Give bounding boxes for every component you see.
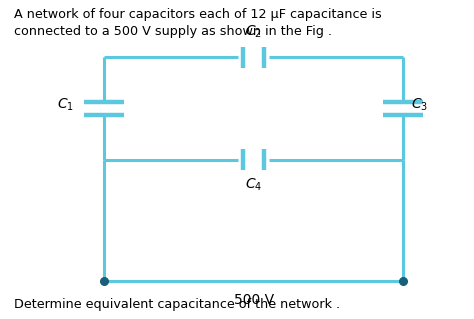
Text: Determine equivalent capacitance of the network .: Determine equivalent capacitance of the … [14,298,340,311]
Text: 500 V: 500 V [234,293,273,308]
Text: $C_2$: $C_2$ [245,24,262,40]
Text: $C_1$: $C_1$ [56,97,73,114]
Text: $C_3$: $C_3$ [411,97,428,114]
Text: $C_4$: $C_4$ [245,177,262,193]
Text: A network of four capacitors each of 12 μF capacitance is
connected to a 500 V s: A network of four capacitors each of 12 … [14,8,382,38]
